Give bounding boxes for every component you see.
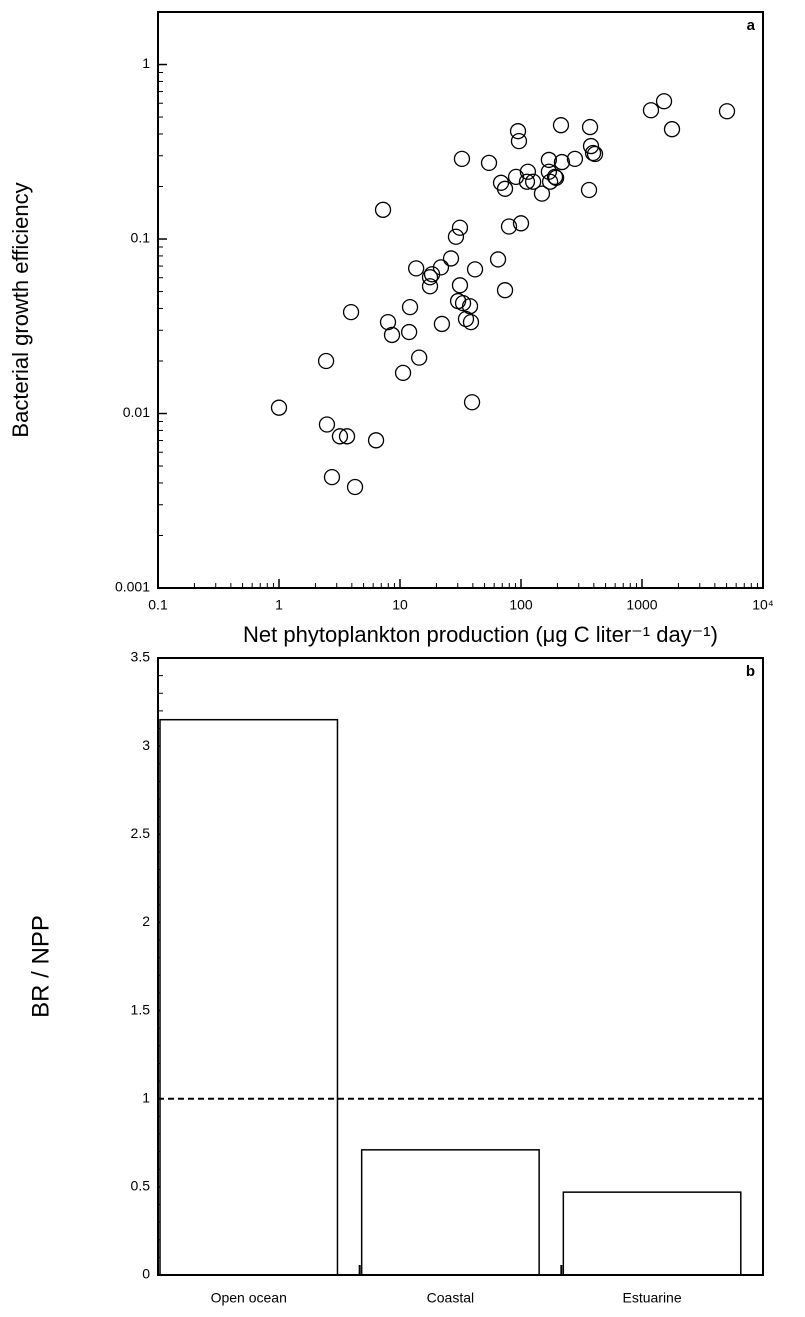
y-tick-label: 0.01: [123, 404, 150, 420]
y-tick-label: 2: [142, 913, 150, 929]
data-point: [433, 315, 451, 333]
data-point: [642, 102, 660, 119]
data-point: [518, 173, 536, 190]
y-tick-label: 0.001: [115, 579, 150, 595]
data-point: [318, 416, 336, 433]
data-point: [466, 261, 484, 278]
x-tick-label: 1: [275, 597, 283, 613]
y-tick-label: 0.5: [131, 1178, 151, 1194]
data-point: [540, 151, 558, 169]
data-point: [586, 145, 604, 163]
data-point: [553, 153, 571, 171]
data-point: [432, 259, 450, 276]
x-tick-label: 10⁴: [752, 597, 774, 613]
data-point: [510, 132, 528, 150]
data-point: [447, 228, 465, 245]
plot-frame: [157, 11, 764, 589]
data-point: [453, 150, 471, 168]
y-tick-label: 3.5: [131, 649, 151, 665]
y-tick-label: 1.5: [131, 1001, 151, 1017]
data-point: [374, 201, 392, 218]
bar: [360, 1149, 540, 1276]
y-tick-label: 0: [142, 1266, 150, 1282]
data-point: [584, 144, 602, 162]
x-tick-label: Coastal: [427, 1290, 474, 1306]
data-point: [270, 399, 288, 416]
y-tick-label: 0.1: [131, 230, 151, 246]
y-tick-label: 3: [142, 737, 150, 753]
panel-label: b: [746, 663, 755, 680]
data-point: [421, 269, 439, 286]
data-point: [379, 313, 397, 331]
data-point: [489, 251, 507, 268]
x-tick-label: 100: [509, 597, 533, 613]
data-point: [323, 468, 341, 486]
data-point: [394, 364, 412, 382]
plot-frame: [157, 657, 764, 1276]
data-point: [580, 181, 598, 199]
data-point: [454, 295, 472, 312]
data-point: [400, 323, 418, 341]
data-point: [346, 478, 364, 496]
data-point: [451, 219, 469, 236]
data-point: [519, 163, 537, 180]
data-point: [496, 180, 514, 197]
data-point: [408, 260, 425, 277]
data-point: [509, 123, 527, 140]
bar: [562, 1191, 742, 1276]
data-point: [342, 303, 360, 321]
y-axis-label: Bacterial growth efficiency: [8, 182, 33, 437]
data-point: [547, 169, 565, 187]
data-point: [552, 117, 570, 134]
data-point: [383, 326, 401, 344]
data-point: [496, 282, 514, 299]
data-point: [338, 428, 356, 445]
y-tick-label: 2.5: [131, 825, 151, 841]
data-point: [533, 185, 551, 202]
x-tick-label: 1000: [626, 597, 657, 613]
bar: [159, 718, 339, 1276]
x-tick-label: Estuarine: [622, 1290, 681, 1306]
x-tick-label: 0.1: [148, 597, 168, 613]
data-point: [581, 118, 599, 136]
data-point: [462, 313, 480, 331]
x-tick-label: 10: [392, 597, 408, 613]
data-point: [461, 298, 479, 315]
y-tick-label: 1: [142, 55, 150, 71]
data-point: [546, 168, 564, 186]
x-tick-label: Open ocean: [211, 1290, 287, 1306]
data-point: [524, 173, 542, 190]
data-point: [331, 428, 349, 445]
data-point: [655, 93, 673, 110]
data-point: [718, 103, 736, 120]
data-point: [317, 352, 335, 370]
data-point: [451, 277, 469, 294]
data-point: [401, 298, 419, 316]
y-tick-label: 1: [142, 1089, 150, 1105]
data-point: [500, 218, 518, 235]
x-axis-label: Net phytoplankton production (μg C liter…: [243, 622, 718, 647]
data-point: [457, 310, 475, 328]
panel-label: a: [747, 17, 756, 34]
y-axis-label: BR / NPP: [27, 915, 54, 1018]
data-point: [507, 168, 525, 186]
data-point: [582, 137, 600, 155]
data-point: [411, 349, 428, 366]
data-point: [442, 250, 460, 267]
data-point: [421, 278, 439, 295]
data-point: [463, 394, 481, 411]
data-point: [663, 121, 681, 138]
data-point: [367, 432, 385, 449]
data-point: [480, 154, 498, 172]
data-point: [566, 150, 584, 168]
data-point: [512, 215, 530, 232]
